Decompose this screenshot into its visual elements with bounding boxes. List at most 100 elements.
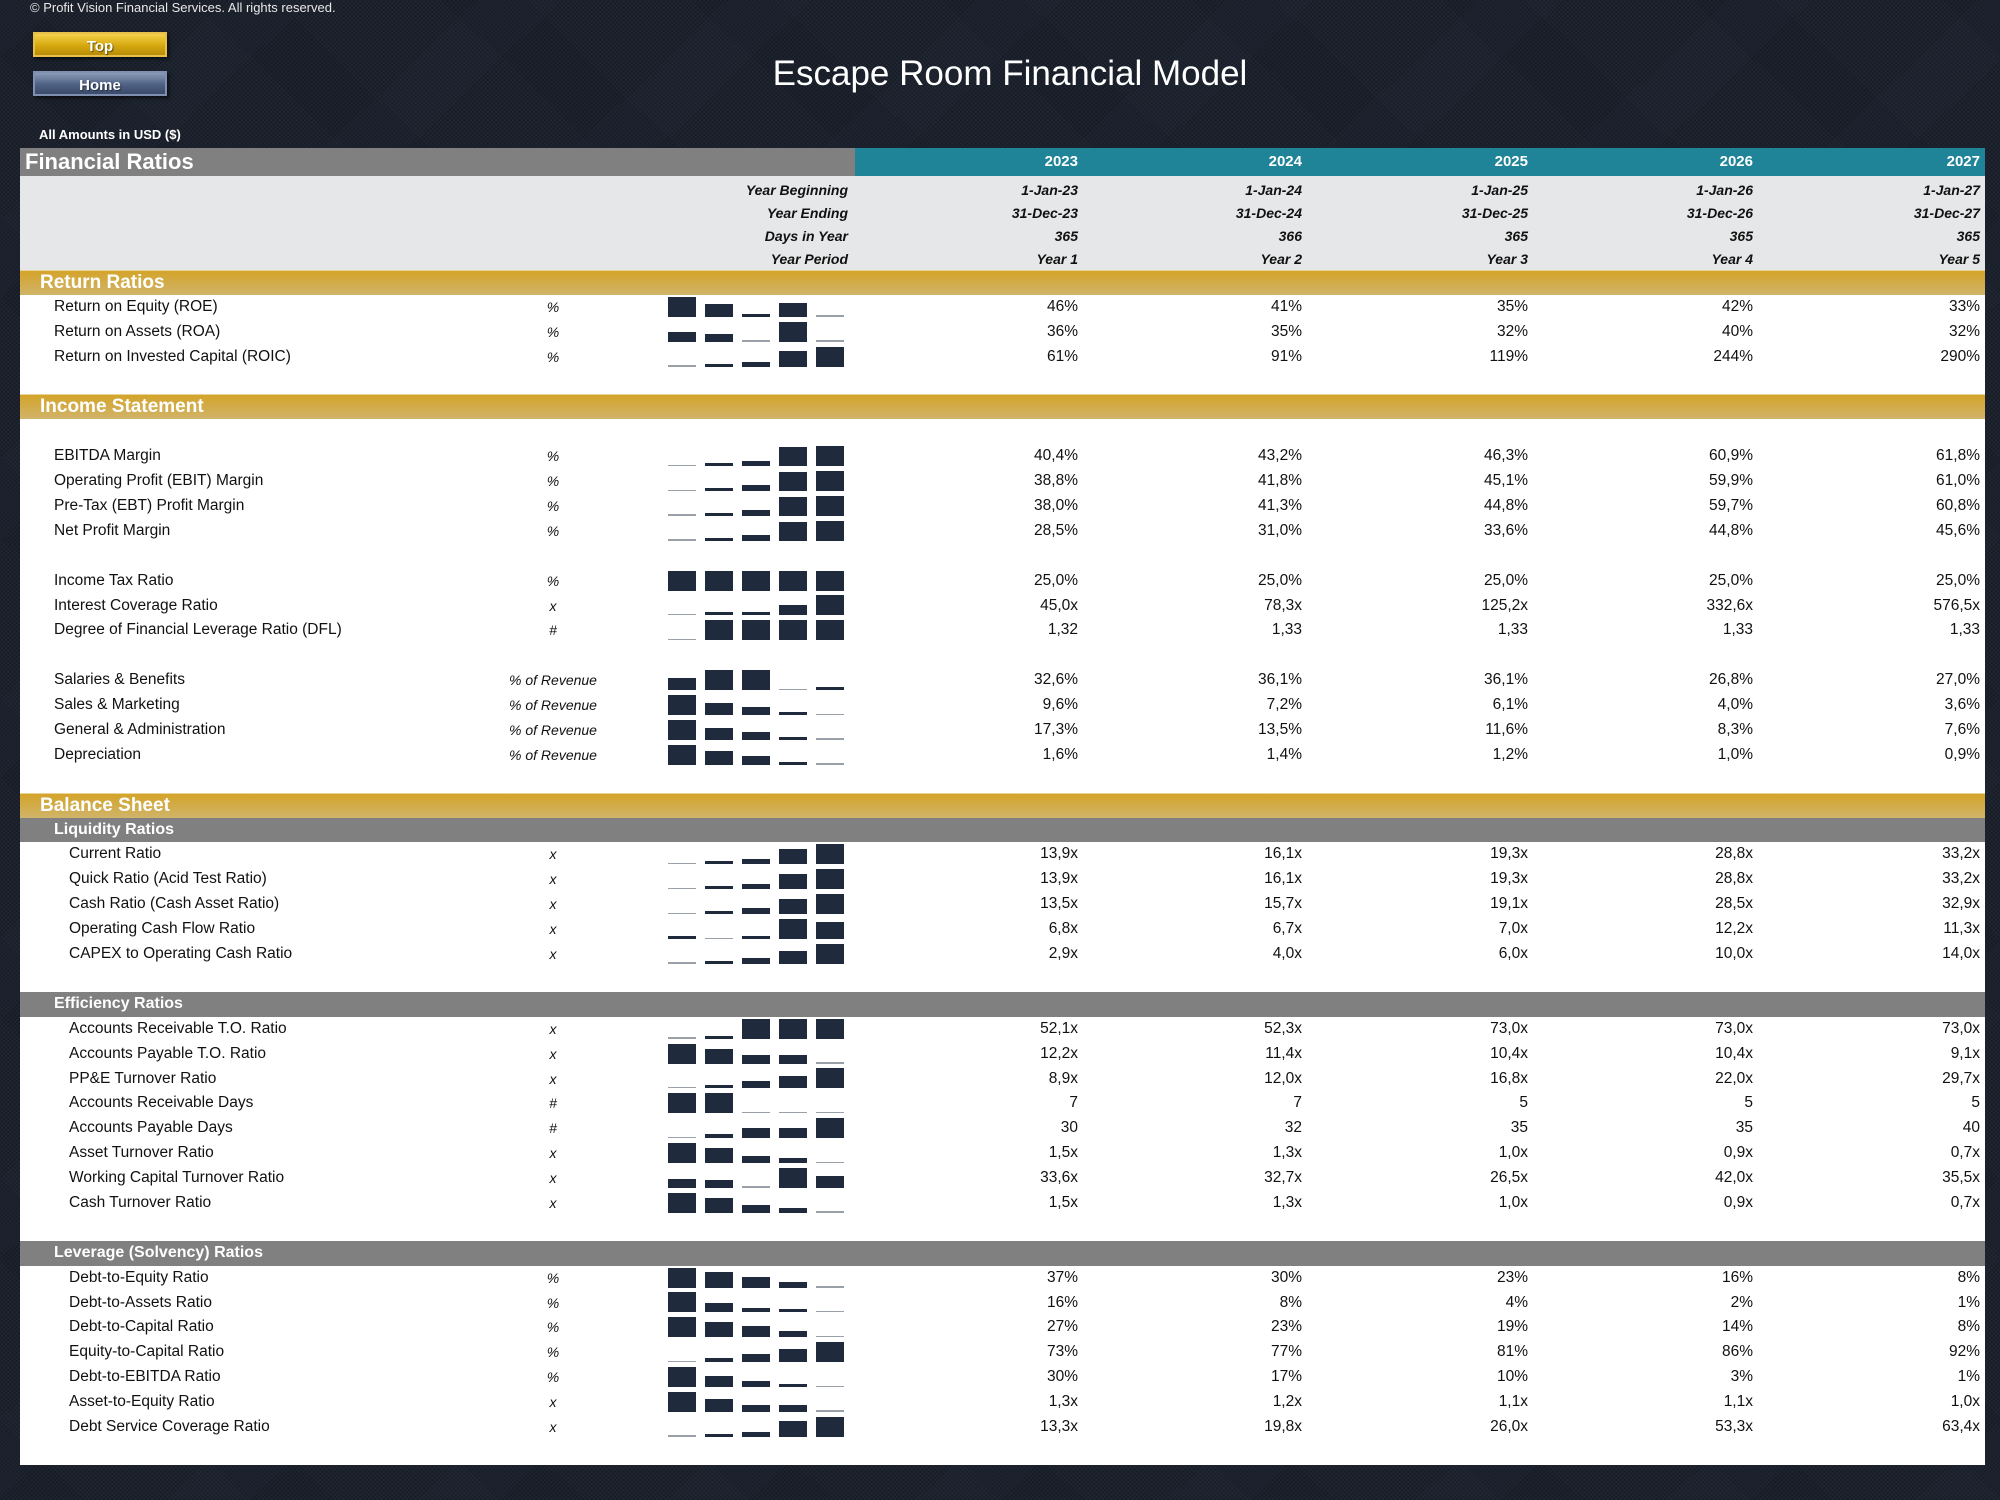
blank-row <box>20 544 1985 569</box>
sparkline-bar <box>779 761 807 765</box>
row-label: EBITDA Margin <box>54 447 161 465</box>
sparkline-bar <box>779 620 807 641</box>
subsection-header: Liquidity Ratios <box>20 817 1985 843</box>
table-row: CAPEX to Operating Cash Ratio x 2,9x 4,0x 6,… <box>20 942 1985 967</box>
sparkline-bar <box>779 951 807 964</box>
row-value: 26,0x <box>1490 1417 1528 1435</box>
sparkline-bar <box>668 296 696 317</box>
sparkline-bar <box>668 1292 696 1313</box>
row-value: 6,8x <box>1048 920 1078 938</box>
sparkline-bar <box>668 744 696 765</box>
currency-note: All Amounts in USD ($) <box>39 127 181 142</box>
row-value: 19,1x <box>1490 895 1528 913</box>
row-value: 2,9x <box>1048 945 1078 963</box>
sparkline-bar <box>779 1128 807 1139</box>
year-headers: 2023 2024 2025 2026 2027 <box>855 148 1985 176</box>
table-row: Debt-to-Assets Ratio% 16% 8% 4% 2% 1% <box>20 1291 1985 1316</box>
sparkline-bar <box>668 1192 696 1213</box>
row-value: 13,5% <box>1258 721 1302 739</box>
row-label: Asset-to-Equity Ratio <box>69 1393 215 1411</box>
sparkline-bar <box>742 670 770 691</box>
sparkline-bar <box>668 613 696 616</box>
row-value: 3,6% <box>1944 696 1980 714</box>
year-header-2027: 2027 <box>1946 153 1980 170</box>
sparkline-chart <box>668 569 848 594</box>
top-button[interactable]: Top <box>33 32 167 57</box>
sparkline-bar <box>668 887 696 890</box>
sparkline-bar <box>816 1018 844 1039</box>
sparkline-bar <box>668 677 696 691</box>
sparkline-bar <box>816 570 844 591</box>
sparkline-bar <box>742 534 770 541</box>
sparkline-bar <box>742 313 770 317</box>
row-label: Debt-to-Equity Ratio <box>69 1268 209 1286</box>
sparkline-bar <box>742 731 770 740</box>
sparkline-chart <box>668 842 848 867</box>
row-unit: % <box>546 522 560 539</box>
sparkline-bar <box>779 570 807 591</box>
table-row: Accounts Receivable T.O. Ratio x 52,1x 52,3… <box>20 1017 1985 1042</box>
row-value: 23% <box>1270 1318 1302 1336</box>
table-row: Salaries & Benefits % of Revenue 32,6% 36,1… <box>20 668 1985 693</box>
row-value: 81% <box>1496 1343 1528 1361</box>
sparkline-chart <box>668 743 848 768</box>
sparkline-bar <box>742 1018 770 1039</box>
row-value: 1,1x <box>1498 1393 1528 1411</box>
table-row: Current Ratio x 13,9x 16,1x 19,3x 28,8x 33,2x <box>20 842 1985 867</box>
info-row: Year Period Year 1 Year 2 Year 3 Year 4 Year … <box>20 248 1985 271</box>
row-value: 17,3% <box>1034 721 1078 739</box>
sparkline-bar <box>705 1357 733 1363</box>
row-value: 7,2% <box>1266 696 1302 714</box>
row-value: 1,0x <box>1950 1393 1980 1411</box>
sparkline-chart <box>668 444 848 469</box>
sparkline-chart <box>668 693 848 718</box>
row-label: Operating Cash Flow Ratio <box>69 920 256 938</box>
row-value: 8% <box>1279 1293 1302 1311</box>
row-value: 38,8% <box>1034 472 1078 490</box>
sparkline-bar <box>705 1035 733 1039</box>
row-value: 1,4% <box>1266 745 1302 763</box>
row-value: 16,8x <box>1490 1069 1528 1087</box>
row-value: 59,7% <box>1709 497 1753 515</box>
sparkline-bar <box>779 1348 807 1363</box>
blank-row <box>20 1216 1985 1241</box>
row-value: 25,0% <box>1936 571 1980 589</box>
row-value: 7 <box>1293 1094 1302 1112</box>
info-value: Year 1 <box>1036 251 1078 267</box>
row-value: 1,0x <box>1498 1193 1528 1211</box>
sparkline-bar <box>742 570 770 591</box>
sparkline-bar <box>668 1143 696 1164</box>
row-value: 60,8% <box>1936 497 1980 515</box>
row-value: 290% <box>1940 347 1980 365</box>
info-value: 1-Jan-25 <box>1471 182 1528 198</box>
table-row: Degree of Financial Leverage Ratio (DFL)… <box>20 618 1985 643</box>
sparkline-bar <box>816 595 844 616</box>
info-value: 1-Jan-27 <box>1923 182 1980 198</box>
sparkline-bar <box>705 1303 733 1313</box>
row-value: 19,8x <box>1264 1417 1302 1435</box>
sparkline-bar <box>705 1272 733 1288</box>
row-value: 46,3% <box>1484 447 1528 465</box>
row-value: 0,9x <box>1723 1193 1753 1211</box>
row-value: 42% <box>1721 297 1753 315</box>
sparkline-chart <box>668 668 848 693</box>
sparkline-bar <box>779 1330 807 1338</box>
sparkline-bar <box>816 713 844 716</box>
row-value: 45,1% <box>1484 472 1528 490</box>
row-label: Cash Ratio (Cash Asset Ratio) <box>69 895 280 913</box>
row-value: 14,0x <box>1942 945 1980 963</box>
sparkline-bar <box>705 1433 733 1437</box>
sparkline-chart <box>668 618 848 643</box>
subsection-header: Efficiency Ratios <box>20 991 1985 1017</box>
row-value: 44,8% <box>1709 521 1753 539</box>
info-value: 365 <box>1729 228 1753 244</box>
sparkline-bar <box>742 706 770 716</box>
row-value: 12,0x <box>1264 1069 1302 1087</box>
info-value: 1-Jan-23 <box>1021 182 1078 198</box>
sparkline-bar <box>742 883 770 890</box>
sparkline-bar <box>779 604 807 616</box>
sparkline-bar <box>779 1309 807 1313</box>
home-button[interactable]: Home <box>33 71 167 96</box>
sparkline-bar <box>705 612 733 616</box>
row-value: 19% <box>1496 1318 1528 1336</box>
